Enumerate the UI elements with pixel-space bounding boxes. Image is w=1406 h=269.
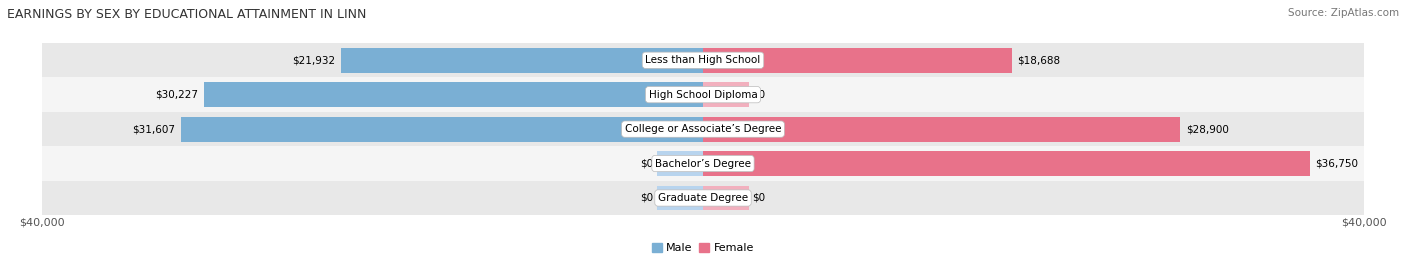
Text: $0: $0: [752, 193, 766, 203]
Text: Graduate Degree: Graduate Degree: [658, 193, 748, 203]
Bar: [703, 82, 749, 107]
Text: EARNINGS BY SEX BY EDUCATIONAL ATTAINMENT IN LINN: EARNINGS BY SEX BY EDUCATIONAL ATTAINMEN…: [7, 8, 367, 21]
Bar: [703, 186, 749, 210]
Text: $31,607: $31,607: [132, 124, 176, 134]
Text: $18,688: $18,688: [1017, 55, 1060, 65]
Bar: [657, 151, 703, 176]
Bar: [42, 181, 1364, 215]
Bar: [42, 112, 1364, 146]
Text: $0: $0: [640, 158, 654, 169]
Bar: [703, 48, 1012, 73]
Text: $21,932: $21,932: [292, 55, 336, 65]
Text: College or Associate’s Degree: College or Associate’s Degree: [624, 124, 782, 134]
Bar: [703, 151, 1310, 176]
Text: Source: ZipAtlas.com: Source: ZipAtlas.com: [1288, 8, 1399, 18]
Text: $28,900: $28,900: [1185, 124, 1229, 134]
Text: Bachelor’s Degree: Bachelor’s Degree: [655, 158, 751, 169]
Legend: Male, Female: Male, Female: [647, 239, 759, 258]
Text: Less than High School: Less than High School: [645, 55, 761, 65]
Bar: [204, 82, 703, 107]
Bar: [42, 77, 1364, 112]
Bar: [703, 117, 1181, 141]
Text: $30,227: $30,227: [155, 90, 198, 100]
Text: $36,750: $36,750: [1316, 158, 1358, 169]
Bar: [42, 43, 1364, 77]
Text: $0: $0: [752, 90, 766, 100]
Bar: [181, 117, 703, 141]
Bar: [42, 146, 1364, 181]
Bar: [340, 48, 703, 73]
Text: High School Diploma: High School Diploma: [648, 90, 758, 100]
Bar: [657, 186, 703, 210]
Text: $0: $0: [640, 193, 654, 203]
